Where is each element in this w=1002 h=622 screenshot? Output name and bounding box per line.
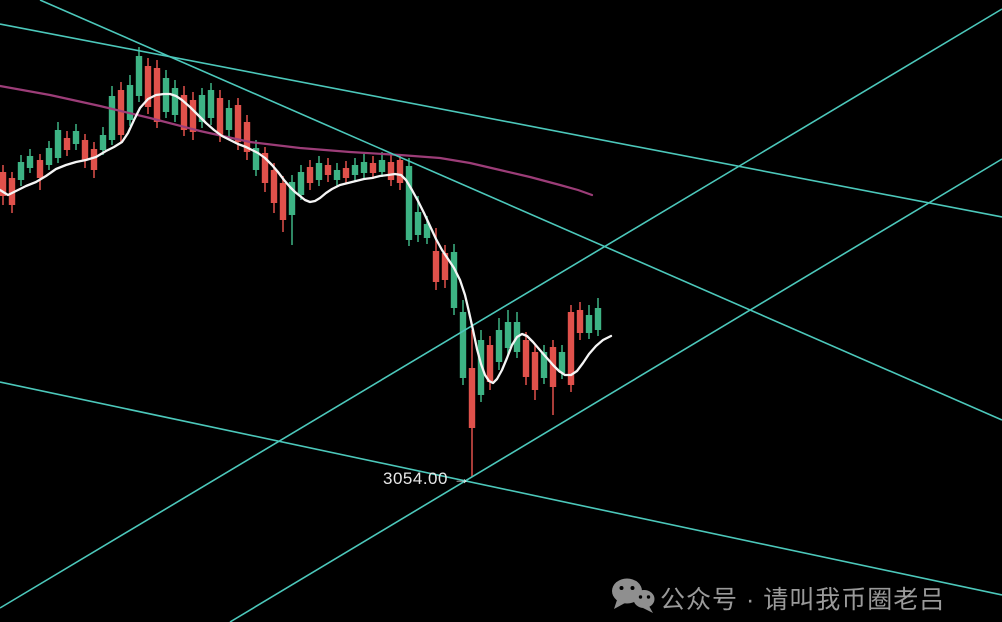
candle [441, 253, 449, 280]
candle [549, 347, 557, 387]
candle [252, 148, 260, 170]
candle [369, 163, 377, 173]
candle [180, 95, 188, 130]
candle [198, 95, 206, 122]
candle [189, 100, 197, 132]
candle [522, 340, 530, 377]
candle [135, 56, 143, 96]
candle [594, 308, 602, 330]
candle [81, 140, 89, 160]
candle [270, 170, 278, 203]
watermark-text: 公众号 · 请叫我币圈老吕 [660, 586, 945, 614]
candle [477, 340, 485, 395]
candle [261, 153, 269, 183]
candle [36, 160, 44, 178]
candle [315, 163, 323, 180]
candle [360, 162, 368, 173]
candle [585, 315, 593, 333]
candle [90, 149, 98, 170]
candle [99, 135, 107, 150]
candle [567, 312, 575, 385]
candle [45, 148, 53, 165]
candle [243, 122, 251, 152]
price-annotation: 3054.00 → [383, 469, 471, 488]
magenta-ma-line [0, 84, 594, 197]
candle [468, 368, 476, 428]
candle [531, 352, 539, 390]
candle [558, 352, 566, 373]
white-ma-line [0, 92, 613, 385]
candle [432, 251, 440, 282]
candle [450, 252, 458, 308]
candle [486, 345, 494, 382]
candle [504, 322, 512, 348]
candle [423, 224, 431, 238]
candle [378, 160, 386, 172]
trend-line-lower-descending-support[interactable] [0, 381, 1002, 596]
candle [351, 165, 359, 175]
candle [17, 162, 25, 180]
candle [234, 105, 242, 142]
candle [117, 90, 125, 135]
candle [225, 108, 233, 130]
candle [72, 131, 80, 144]
candle [207, 90, 215, 118]
trend-line-rising-channel-upper[interactable] [0, 8, 1002, 609]
candle [576, 310, 584, 333]
candle [387, 162, 395, 180]
candle [126, 85, 134, 120]
wechat-icon [612, 578, 655, 613]
candle [8, 178, 16, 205]
candle [540, 352, 548, 378]
candle [342, 168, 350, 178]
candle [297, 172, 305, 195]
candle [0, 172, 7, 196]
candle [405, 166, 413, 240]
candle [63, 138, 71, 150]
candle [288, 182, 296, 215]
candle [216, 98, 224, 135]
candle [324, 165, 332, 175]
candle [54, 130, 62, 158]
candle [26, 156, 34, 168]
candle [171, 88, 179, 115]
candle [459, 312, 467, 378]
candle [414, 212, 422, 235]
candles-layer [0, 47, 602, 477]
trend-line-rising-channel-lower[interactable] [229, 158, 1002, 622]
candle [108, 96, 116, 140]
candle [396, 160, 404, 183]
candle [333, 170, 341, 180]
candle [144, 66, 152, 107]
candle [495, 330, 503, 362]
candle [306, 167, 314, 183]
trend-line-upper-resistance-steep[interactable] [39, 0, 1002, 421]
watermark: 公众号 · 请叫我币圈老吕 [612, 578, 945, 614]
candle [279, 183, 287, 220]
